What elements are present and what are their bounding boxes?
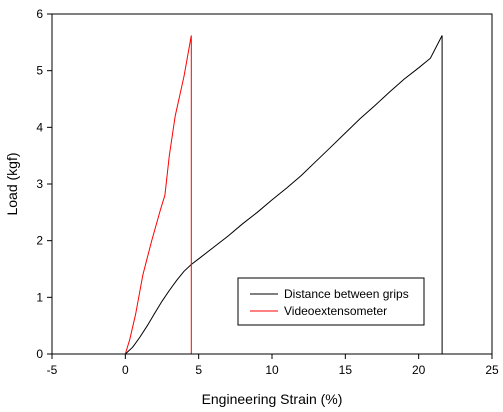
y-tick-label: 6: [36, 7, 43, 21]
plot-lines: [124, 35, 443, 355]
legend-label-distance-between-grips: Distance between grips: [284, 287, 409, 301]
legend: Distance between grips Videoextensometer: [237, 277, 425, 326]
legend-label-videoextensometer: Videoextensometer: [284, 304, 387, 318]
x-tick-label: 0: [122, 363, 129, 377]
series-line-videoextensometer: [124, 35, 192, 355]
x-tick-label: 20: [412, 363, 426, 377]
x-axis-ticks: -5 0 5 10 15 20 25: [47, 354, 499, 377]
y-tick-label: 1: [36, 290, 43, 304]
y-tick-label: 0: [36, 347, 43, 361]
y-tick-label: 5: [36, 64, 43, 78]
y-tick-label: 3: [36, 177, 43, 191]
x-tick-label: 5: [195, 363, 202, 377]
x-tick-label: 10: [265, 363, 279, 377]
legend-box: [237, 277, 425, 326]
x-tick-label: 25: [485, 363, 499, 377]
y-axis-ticks: 0 1 2 3 4 5 6: [36, 7, 52, 361]
y-tick-label: 4: [36, 120, 43, 134]
y-tick-label: 2: [36, 234, 43, 248]
x-tick-label: 15: [339, 363, 353, 377]
series-line-distance-between-grips: [124, 35, 443, 355]
y-axis-label: Load (kgf): [4, 152, 20, 215]
x-tick-label: -5: [47, 363, 58, 377]
x-axis-label: Engineering Strain (%): [202, 391, 343, 407]
